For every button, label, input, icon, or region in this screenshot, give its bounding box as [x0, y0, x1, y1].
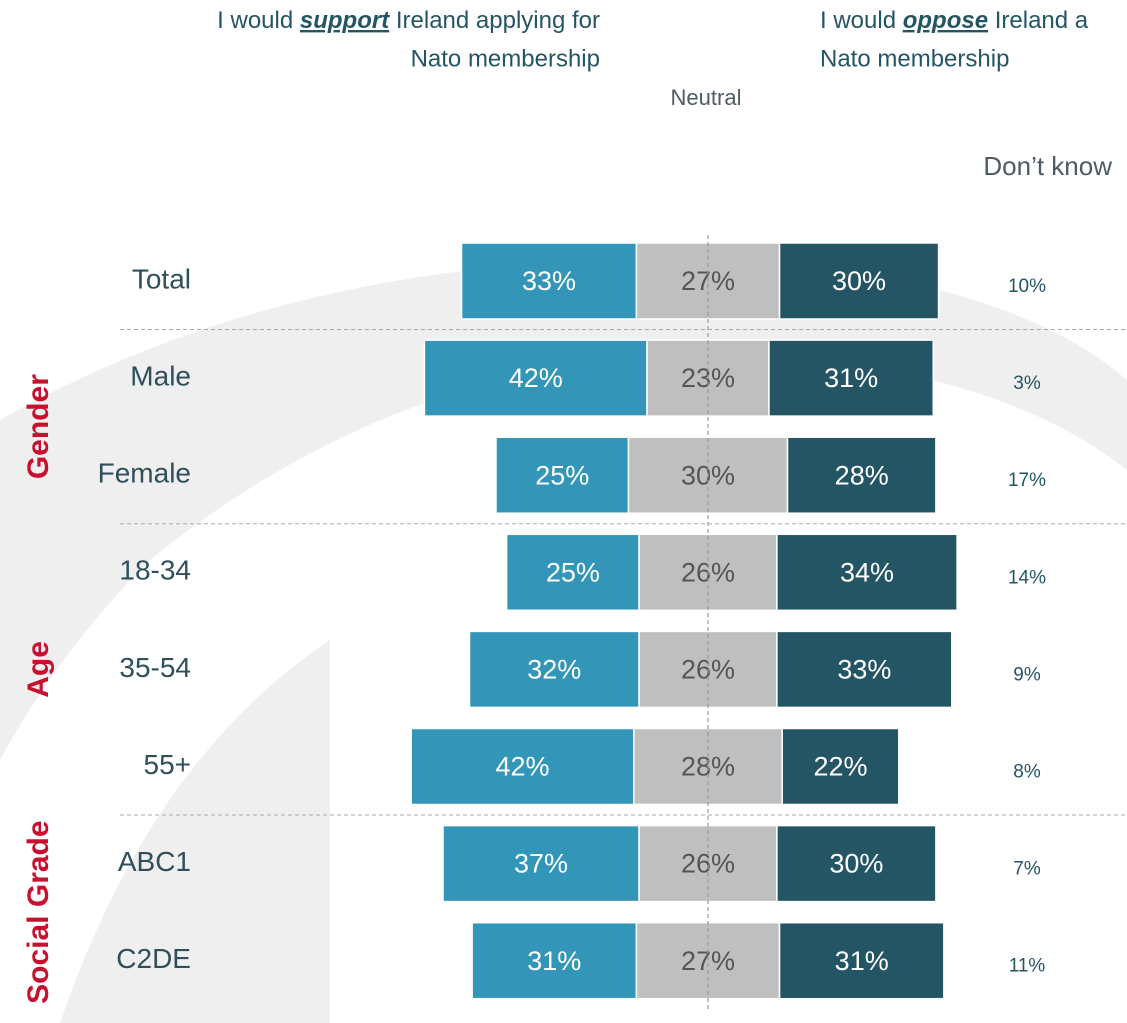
- value-label: 32%: [527, 655, 581, 685]
- value-label: 31%: [824, 363, 878, 393]
- category-label: C2DE: [116, 943, 191, 974]
- bar-segment: [778, 921, 945, 1000]
- category-label: 18-34: [119, 555, 191, 586]
- bar-segment: [468, 630, 640, 709]
- dont-know-label: 17%: [1008, 470, 1046, 491]
- value-label: 33%: [522, 266, 576, 296]
- bar-segment: [495, 436, 630, 514]
- bar-segment: [776, 824, 937, 903]
- legend-label: Don’t know: [983, 151, 1112, 181]
- legend-label: Neutral: [671, 85, 742, 110]
- value-label: 33%: [837, 655, 891, 685]
- legend-label: I would support Ireland applying for: [217, 7, 600, 34]
- bar-segment: [442, 824, 640, 903]
- bar-segment: [410, 727, 635, 806]
- background-swoosh: [60, 640, 330, 1023]
- bar-segment: [776, 630, 953, 709]
- legend-label: I would oppose Ireland a: [820, 7, 1089, 34]
- value-label: 28%: [835, 460, 889, 490]
- legend-suffix: Ireland a: [988, 7, 1089, 34]
- dont-know-label: 11%: [1009, 956, 1046, 977]
- value-label: 34%: [840, 557, 894, 587]
- value-label: 37%: [514, 849, 568, 879]
- group-label: Social Grade: [22, 820, 55, 1003]
- bar-segment: [776, 533, 958, 612]
- bar-segment: [786, 436, 937, 514]
- category-label: Total: [132, 263, 191, 294]
- category-label: Male: [130, 360, 191, 391]
- value-label: 25%: [535, 460, 589, 490]
- dont-know-label: 14%: [1008, 567, 1046, 588]
- bar-segment: [505, 533, 640, 612]
- category-label: 35-54: [119, 652, 191, 683]
- legend-label: Nato membership: [820, 45, 1009, 72]
- legend-emphasis: support: [300, 7, 390, 34]
- legend-prefix: I would: [820, 7, 903, 34]
- value-label: 31%: [527, 946, 581, 976]
- background-swoosh: [0, 259, 1127, 1023]
- dont-know-label: 7%: [1013, 859, 1041, 880]
- bar-segment: [423, 339, 648, 417]
- legend-emphasis: oppose: [903, 7, 988, 34]
- category-label: ABC1: [118, 846, 191, 877]
- legend-prefix: I would: [217, 7, 300, 34]
- legend-suffix: Ireland applying for: [389, 7, 600, 34]
- value-label: 30%: [832, 266, 886, 296]
- value-label: 42%: [495, 752, 549, 782]
- category-label: Female: [98, 458, 191, 489]
- legend-label: Nato membership: [411, 45, 600, 72]
- bar-segment: [781, 727, 900, 806]
- value-label: 42%: [509, 363, 563, 393]
- group-label: Gender: [22, 374, 55, 479]
- value-label: 22%: [813, 752, 867, 782]
- value-label: 31%: [835, 946, 889, 976]
- dont-know-label: 8%: [1013, 762, 1041, 783]
- bar-segment: [460, 242, 638, 320]
- category-label: 55+: [144, 749, 192, 780]
- bar-segment: [768, 339, 935, 417]
- bar-segment: [778, 242, 940, 320]
- group-label: Age: [22, 641, 55, 698]
- bar-segment: [471, 921, 638, 1000]
- dont-know-label: 9%: [1013, 664, 1041, 685]
- dont-know-label: 10%: [1008, 276, 1046, 297]
- dont-know-label: 3%: [1013, 373, 1041, 394]
- value-label: 25%: [546, 557, 600, 587]
- value-label: 30%: [829, 849, 883, 879]
